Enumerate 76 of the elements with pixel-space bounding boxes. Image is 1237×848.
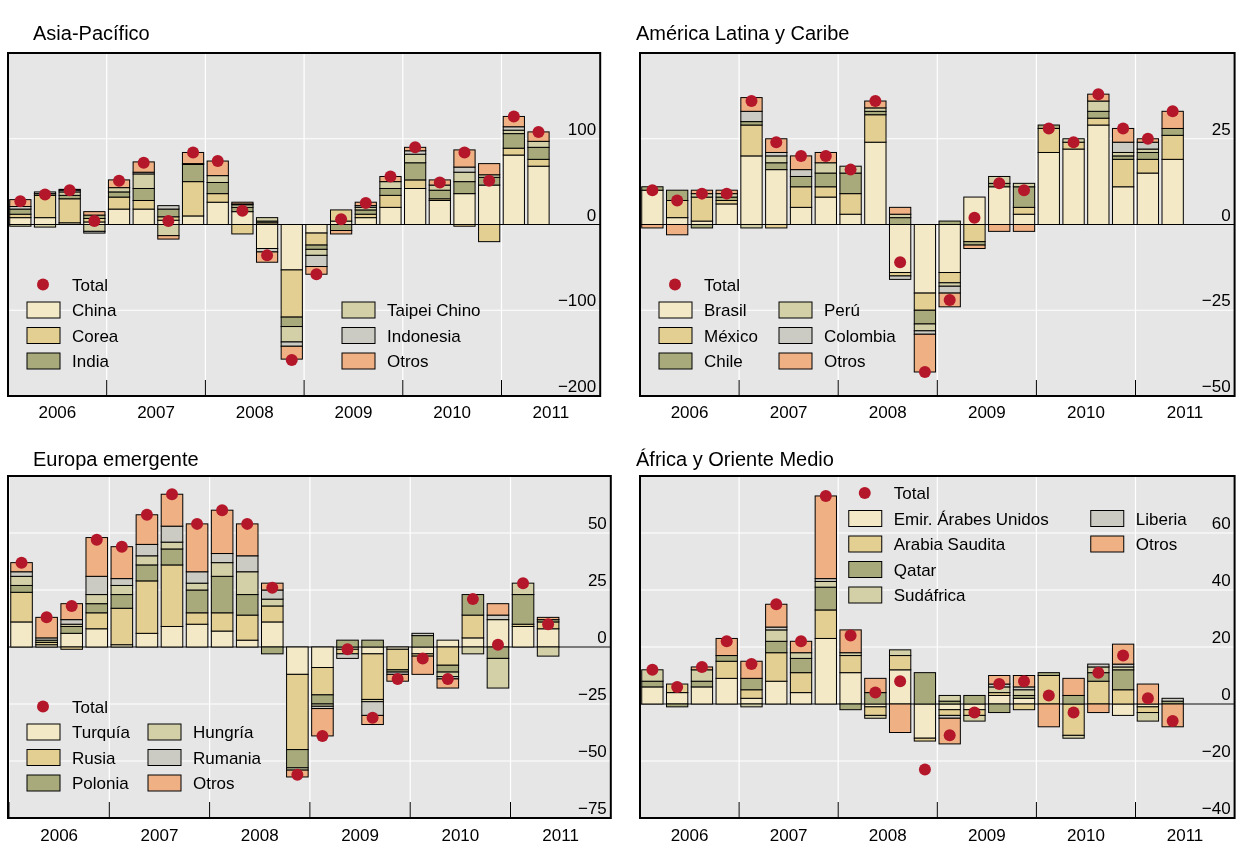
x-tick-label: 2009	[967, 403, 1006, 422]
y-tick-label: −200	[557, 377, 597, 396]
legend-label: Otros	[387, 352, 429, 371]
legend-label: Turquía	[72, 723, 131, 742]
y-tick-label: 100	[567, 119, 597, 139]
y-tick-label: 0	[597, 628, 607, 647]
y-tick-label: −25	[577, 685, 607, 704]
legend-label: Hungría	[193, 723, 255, 742]
legend-label: Colombia	[824, 326, 897, 346]
legend-label: Otros	[1135, 535, 1178, 554]
x-tick-label: 2006	[38, 403, 77, 422]
legend-label: Arabia Saudita	[893, 535, 1006, 554]
legend-label: Otros	[193, 774, 235, 793]
y-tick-label: 60	[1211, 514, 1231, 533]
legend-label: Perú	[824, 301, 860, 320]
x-tick-label: 2007	[769, 403, 808, 422]
y-tick-label: 25	[1211, 119, 1231, 139]
chart-title: Europa emergente	[33, 448, 199, 470]
legend-label: Taipei Chino	[387, 301, 481, 320]
chart-title: Asia-Pacífico	[33, 22, 150, 44]
x-tick-label: 2006	[670, 826, 709, 845]
legend-label: Indonesia	[387, 326, 462, 346]
legend-label: Total	[72, 275, 108, 295]
x-tick-label: 2008	[240, 826, 279, 845]
x-tick-label: 2011	[542, 826, 579, 845]
legend-label: Rumania	[193, 748, 262, 768]
y-tick-label: −75	[577, 799, 607, 818]
legend-label: México	[704, 326, 758, 346]
legend-label: Total	[72, 697, 108, 717]
legend-label: Rusia	[72, 748, 117, 768]
x-tick-label: 2008	[868, 403, 907, 422]
legend-label: Emir. Árabes Unidos	[893, 509, 1049, 529]
x-tick-label: 2010	[1067, 826, 1105, 845]
y-tick-label: 40	[1211, 571, 1231, 590]
x-tick-label: 2008	[235, 403, 274, 422]
y-tick-label: 0	[1221, 685, 1231, 704]
chart-title: América Latina y Caribe	[636, 22, 850, 44]
y-tick-label: 0	[1221, 205, 1231, 225]
y-tick-label: 50	[587, 514, 607, 533]
y-tick-label: −40	[1201, 799, 1231, 818]
legend-label: Total	[704, 275, 740, 295]
x-tick-label: 2009	[967, 826, 1006, 845]
legend-label: Polonia	[72, 774, 130, 793]
legend-label: India	[72, 352, 110, 371]
legend-label: Liberia	[1135, 509, 1188, 529]
x-tick-label: 2008	[868, 826, 907, 845]
x-tick-label: 2011	[1166, 403, 1204, 422]
x-tick-label: 2011	[1166, 826, 1204, 845]
y-tick-label: −50	[577, 742, 607, 761]
x-tick-label: 2010	[1067, 403, 1105, 422]
legend-label: Otros	[824, 352, 866, 371]
legend-label: Total	[893, 484, 930, 503]
y-tick-label: −100	[557, 291, 597, 311]
y-tick-label: 0	[586, 205, 597, 225]
legend-label: Qatar	[893, 560, 937, 580]
y-tick-label: −25	[1201, 291, 1231, 311]
legend-label: Brasil	[704, 301, 747, 320]
x-tick-label: 2007	[140, 826, 179, 845]
x-tick-label: 2011	[532, 403, 570, 422]
y-tick-label: −50	[1201, 377, 1231, 396]
legend-label: China	[72, 301, 117, 320]
x-tick-label: 2010	[433, 403, 472, 422]
x-tick-label: 2009	[334, 403, 373, 422]
x-tick-label: 2007	[769, 826, 808, 845]
legend-label: Chile	[704, 352, 743, 371]
x-tick-label: 2010	[441, 826, 480, 845]
x-tick-label: 2006	[670, 403, 709, 422]
y-tick-label: 25	[587, 571, 607, 590]
legend-label: Corea	[72, 326, 119, 346]
legend-label: Sudáfrica	[893, 586, 967, 605]
x-tick-label: 2009	[341, 826, 379, 845]
y-tick-label: −20	[1201, 742, 1231, 761]
chart-title: África y Oriente Medio	[636, 448, 834, 470]
y-tick-label: 20	[1211, 628, 1231, 647]
x-tick-label: 2007	[137, 403, 175, 422]
x-tick-label: 2006	[40, 826, 79, 845]
